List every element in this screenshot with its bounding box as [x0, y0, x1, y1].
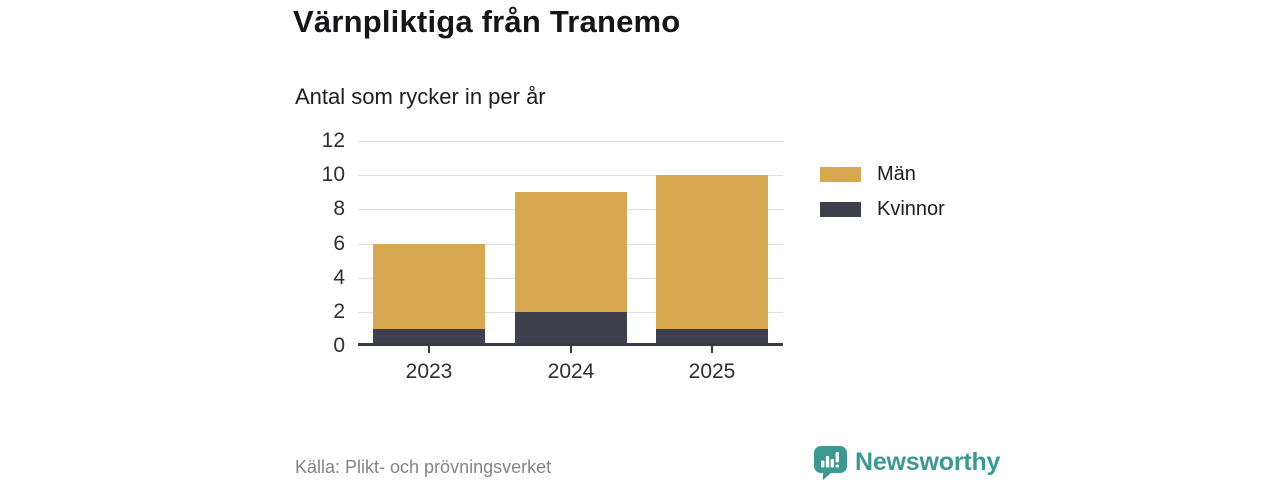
bar-segment-män [373, 244, 485, 329]
legend-swatch-icon [820, 201, 861, 217]
x-axis-category-label: 2023 [405, 360, 453, 383]
bar-segment-män [656, 175, 768, 329]
x-axis-tick [428, 346, 430, 353]
y-axis-tick-label: 4 [333, 266, 345, 289]
legend-label: Män [877, 163, 916, 185]
brand-logo: Newsworthy [813, 445, 1000, 480]
y-axis-tick-label: 6 [333, 232, 345, 255]
bar-segment-kvinnor [515, 312, 627, 346]
legend-item-män: Män [820, 163, 945, 185]
newsworthy-logo-icon [814, 446, 847, 480]
legend-swatch-icon [820, 166, 861, 182]
source-note: Källa: Plikt- och prövningsverket [295, 457, 552, 477]
gridline [358, 141, 783, 142]
y-axis-tick-label: 0 [333, 334, 345, 357]
brand-name: Newsworthy [855, 448, 1001, 476]
gridline [358, 175, 783, 176]
x-axis-category-label: 2025 [688, 360, 736, 383]
x-axis-tick [570, 346, 572, 353]
legend: Män Kvinnor [820, 163, 945, 233]
y-axis-tick-label: 12 [321, 129, 345, 152]
x-axis-line [358, 343, 783, 346]
chart-subtitle: Antal som rycker in per år [295, 84, 546, 109]
bar-segment-kvinnor [656, 329, 768, 346]
legend-item-kvinnor: Kvinnor [820, 198, 945, 220]
y-axis-tick-label: 8 [333, 197, 345, 220]
y-axis-tick-label: 2 [333, 300, 345, 323]
y-axis-tick-label: 10 [321, 163, 345, 186]
plot-area [358, 141, 783, 346]
legend-label: Kvinnor [877, 198, 945, 220]
x-axis-category-label: 2024 [547, 360, 595, 383]
page-title: Värnpliktiga från Tranemo [293, 4, 681, 39]
bar-segment-kvinnor [373, 329, 485, 346]
x-axis-tick [711, 346, 713, 353]
bar-segment-män [515, 192, 627, 312]
